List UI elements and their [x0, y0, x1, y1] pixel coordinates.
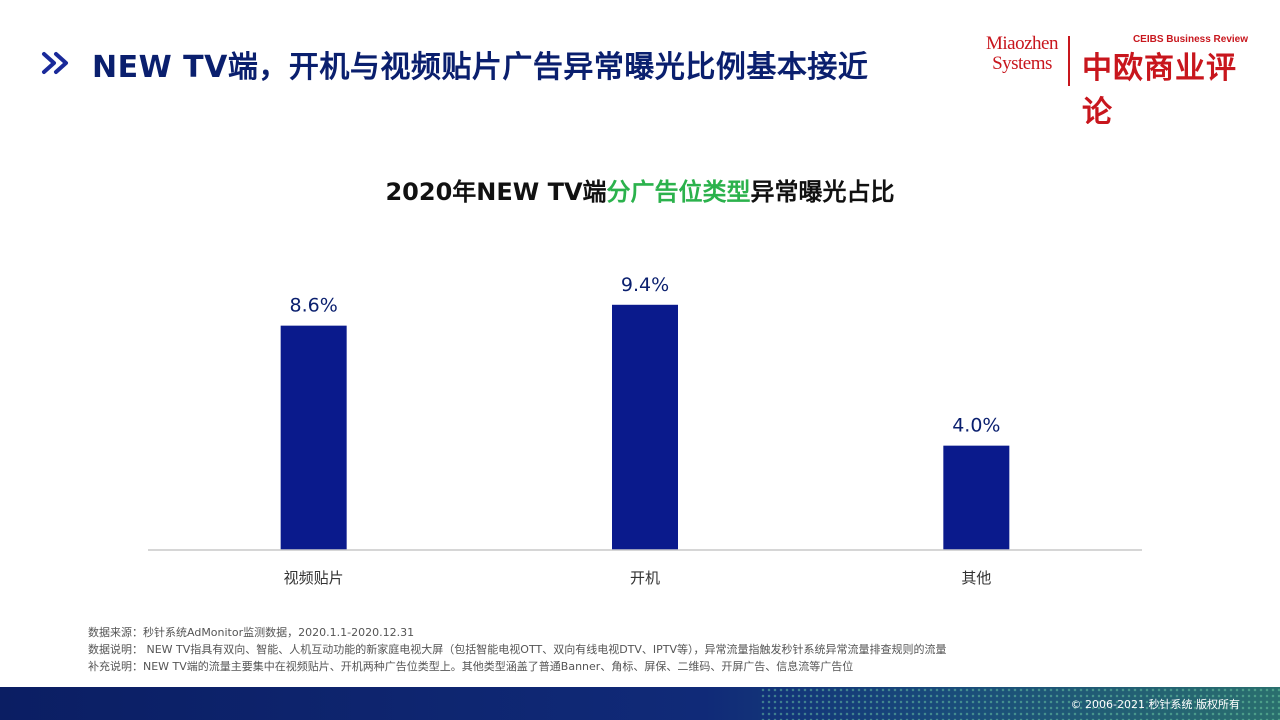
ceibs-logo: CEIBS Business Review 中欧商业评论	[1082, 34, 1252, 131]
value-label-3: 4.0%	[952, 415, 1000, 437]
bar-chart: 8.6% 9.4% 4.0% 视频贴片 开机 其他	[148, 274, 1142, 587]
bar-3	[943, 445, 1010, 550]
double-chevron-right-icon	[42, 52, 68, 74]
value-label-1: 8.6%	[290, 295, 338, 317]
chart-title-suffix: 异常曝光占比	[750, 178, 895, 206]
chart-bars	[280, 304, 1010, 550]
value-label-2: 9.4%	[621, 274, 669, 296]
logo-divider	[1068, 36, 1070, 86]
category-label-2: 开机	[630, 569, 660, 587]
miaozhen-logo-line2: Systems	[992, 53, 1052, 74]
bar-1	[280, 325, 347, 550]
bar-2	[612, 304, 678, 550]
chart-title-prefix: 2020年NEW TV端	[385, 178, 607, 206]
footer-pattern	[760, 687, 1280, 720]
category-label-1: 视频贴片	[284, 569, 344, 587]
footnote-source: 数据来源：秒针系统AdMonitor监测数据，2020.1.1-2020.12.…	[88, 626, 415, 639]
footnote-supplement: 补充说明：NEW TV端的流量主要集中在视频贴片、开机两种广告位类型上。其他类型…	[88, 660, 854, 673]
footnote-description: 数据说明： NEW TV指具有双向、智能、人机互动功能的新家庭电视大屏（包括智能…	[88, 643, 947, 656]
ceibs-logo-cn: 中欧商业评论	[1082, 51, 1237, 130]
chart-category-labels: 视频贴片 开机 其他	[284, 569, 992, 587]
category-label-3: 其他	[961, 569, 991, 587]
page-title: NEW TV端，开机与视频贴片广告异常曝光比例基本接近	[92, 50, 869, 85]
miaozhen-logo-line1: Miaozhen	[986, 33, 1058, 54]
miaozhen-logo: Miaozhen Systems	[982, 34, 1062, 74]
footnotes: 数据来源：秒针系统AdMonitor监测数据，2020.1.1-2020.12.…	[88, 624, 947, 675]
chart-title-highlight: 分广告位类型	[606, 178, 751, 206]
chart-value-labels: 8.6% 9.4% 4.0%	[290, 274, 1001, 437]
footer-bar: © 2006-2021 秒针系统 版权所有	[0, 687, 1280, 720]
chart-title: 2020年NEW TV端分广告位类型异常曝光占比	[0, 172, 1280, 207]
ceibs-logo-en: CEIBS Business Review	[1132, 34, 1248, 45]
copyright-text: © 2006-2021 秒针系统 版权所有	[1070, 698, 1240, 711]
